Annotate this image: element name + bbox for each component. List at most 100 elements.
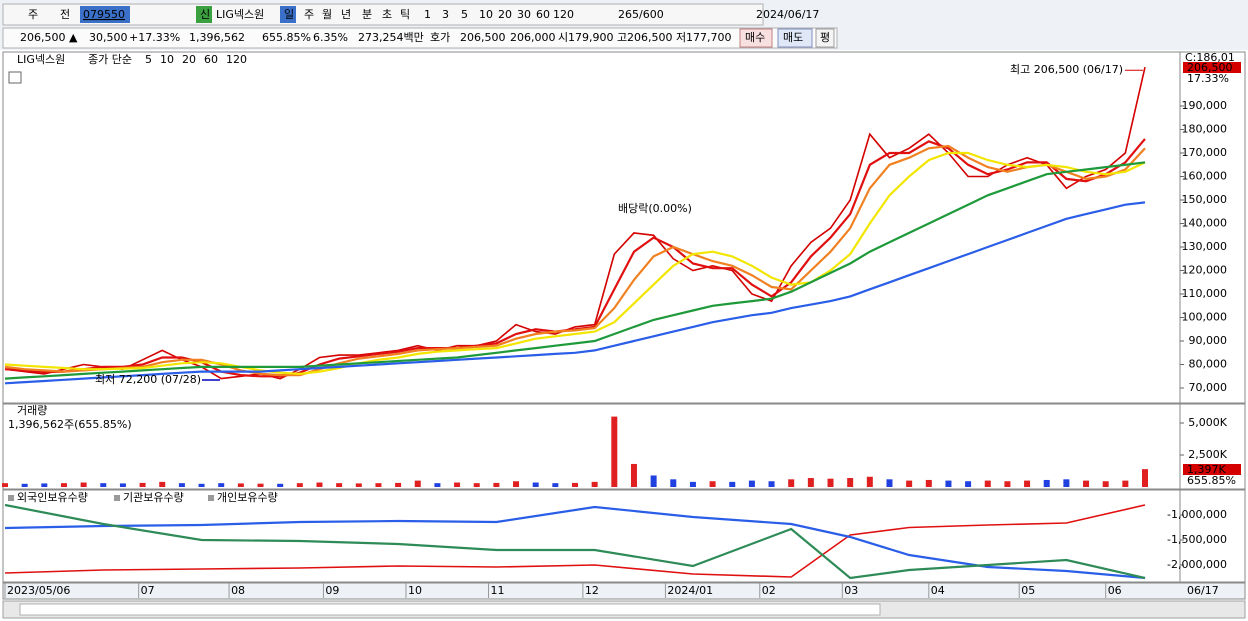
- volume-bar: [434, 483, 441, 487]
- volume-bar: [80, 482, 87, 487]
- legend-stock: LIG넥스원: [17, 53, 65, 66]
- volume-bar: [630, 463, 637, 487]
- volume-bar: [493, 482, 500, 487]
- volume-bar: [847, 478, 854, 487]
- volume-bar: [414, 480, 421, 487]
- volume-bar: [611, 416, 618, 487]
- volume-bar: [237, 483, 244, 487]
- toolbar-item[interactable]: 분: [362, 8, 372, 21]
- volume-bar: [336, 483, 343, 487]
- scroll-thumb[interactable]: [19, 603, 881, 616]
- legend-swatch: [8, 495, 14, 501]
- volume-bar: [945, 480, 952, 487]
- quote-item: 206,500: [627, 31, 673, 44]
- table-icon[interactable]: [8, 71, 22, 84]
- toolbar-item[interactable]: 주: [28, 8, 38, 21]
- toolbar-item[interactable]: 신: [200, 8, 210, 21]
- x-tick-label: 03: [844, 584, 858, 597]
- y-tick-label: 180,000: [1182, 122, 1228, 135]
- volume-bar: [886, 479, 893, 487]
- toolbar-item[interactable]: 079550: [83, 8, 125, 21]
- buy-button[interactable]: [739, 28, 773, 48]
- volume-bar: [788, 479, 795, 487]
- day-button-active[interactable]: [280, 6, 296, 23]
- x-tick-label: 11: [491, 584, 505, 597]
- volume-bar: [395, 482, 402, 487]
- volume-bar: [709, 481, 716, 487]
- toolbar-item[interactable]: 초: [382, 8, 392, 21]
- quote-item[interactable]: 매수: [745, 31, 765, 44]
- avg-button[interactable]: [815, 28, 835, 48]
- toolbar-item[interactable]: 2024/06/17: [756, 8, 819, 21]
- toolbar-item[interactable]: LIG넥스원: [216, 8, 264, 21]
- series-line: [4, 161, 1146, 380]
- volume-bar: [257, 483, 264, 487]
- legend-entry: 외국인보유수량: [17, 491, 88, 504]
- y-tick-label: 90,000: [1189, 334, 1228, 347]
- volume-title: 거래량: [17, 404, 47, 417]
- volume-bar: [21, 483, 28, 487]
- toolbar-item[interactable]: 주: [304, 8, 314, 21]
- toolbar-item[interactable]: 10: [479, 8, 493, 21]
- y-tick-label: -1,500,000: [1167, 533, 1227, 546]
- volume-bar: [906, 480, 913, 487]
- toolbar-item[interactable]: 일: [284, 7, 294, 21]
- legend-ma: 10: [160, 53, 174, 66]
- current-price-box: [1183, 62, 1241, 73]
- volume-bar: [198, 483, 205, 487]
- y-tick-label: -2,000,000: [1167, 558, 1227, 571]
- quote-item: 6.35%: [313, 31, 348, 44]
- x-tick-label: 07: [141, 584, 155, 597]
- volume-bar: [178, 483, 185, 487]
- legend-ma: 20: [182, 53, 196, 66]
- volume-bar: [2, 483, 8, 487]
- series-line: [4, 144, 1146, 377]
- toolbar-item[interactable]: 30: [517, 8, 531, 21]
- dividend-annotation: 배당락(0.00%): [618, 202, 692, 215]
- code-input[interactable]: [80, 6, 130, 23]
- date-axis-bg: [2, 582, 1246, 600]
- quote-item: 177,700: [686, 31, 732, 44]
- y-tick-label: 2,500K: [1188, 448, 1227, 461]
- y-tick-label: 100,000: [1182, 311, 1228, 324]
- legend-entry: 기관보유수량: [123, 491, 184, 504]
- x-tick-label: 12: [585, 584, 599, 597]
- quote-item: 206,500 ▲: [20, 31, 78, 44]
- quote-item: 1,396,562: [189, 31, 245, 44]
- series-line: [4, 201, 1146, 385]
- volume-bar: [296, 483, 303, 487]
- low-annotation: 최저 72,200 (07/28): [95, 373, 201, 386]
- quote-item[interactable]: 매도: [783, 31, 803, 44]
- y-tick-label: 5,000K: [1188, 416, 1227, 429]
- toolbar-item[interactable]: 년: [341, 8, 351, 21]
- toolbar-item[interactable]: 1: [424, 8, 431, 21]
- x-tick-label: 10: [408, 584, 422, 597]
- volume-panel: [2, 403, 1246, 490]
- quote-item[interactable]: 평: [820, 31, 830, 44]
- change-rate: 17.33%: [1187, 72, 1229, 85]
- toolbar-item[interactable]: 월: [322, 8, 332, 21]
- volume-bar: [1142, 469, 1148, 487]
- x-tick-label: 04: [931, 584, 945, 597]
- series-line: [4, 503, 1146, 580]
- toolbar-item[interactable]: 60: [536, 8, 550, 21]
- quote-item: 206,500: [460, 31, 506, 44]
- toolbar-item[interactable]: 265/600: [618, 8, 664, 21]
- x-tick-label: 2024/01: [667, 584, 713, 597]
- toolbar-item[interactable]: 전: [60, 8, 70, 21]
- quote-item: 시: [558, 31, 568, 44]
- volume-bar: [1043, 479, 1050, 487]
- toolbar-item[interactable]: 3: [442, 8, 449, 21]
- high-annotation: 최고 206,500 (06/17): [1010, 63, 1123, 76]
- toolbar-item[interactable]: 틱: [400, 8, 410, 21]
- volume-bar: [139, 482, 146, 487]
- volume-bar: [473, 483, 480, 487]
- current-volume-box: [1183, 464, 1241, 475]
- volume-bar: [532, 482, 539, 487]
- sell-button[interactable]: [777, 28, 813, 48]
- toolbar-item[interactable]: 5: [461, 8, 468, 21]
- volume-bar: [650, 475, 657, 487]
- toolbar-item[interactable]: 20: [498, 8, 512, 21]
- toolbar-item[interactable]: 120: [553, 8, 574, 21]
- quote-item: 호가: [430, 31, 450, 44]
